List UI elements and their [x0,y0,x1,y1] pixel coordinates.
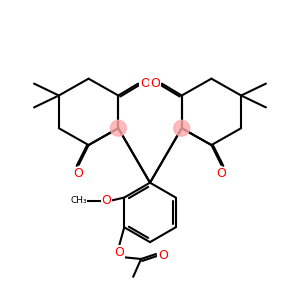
Circle shape [174,120,190,136]
Text: CH₃: CH₃ [70,196,87,205]
Text: O: O [101,194,111,207]
Text: O: O [216,167,226,180]
Text: O: O [158,248,168,262]
Text: O: O [74,167,84,180]
Text: O: O [140,77,150,90]
Text: O: O [114,245,124,259]
Text: O: O [150,77,160,90]
Circle shape [110,120,126,136]
